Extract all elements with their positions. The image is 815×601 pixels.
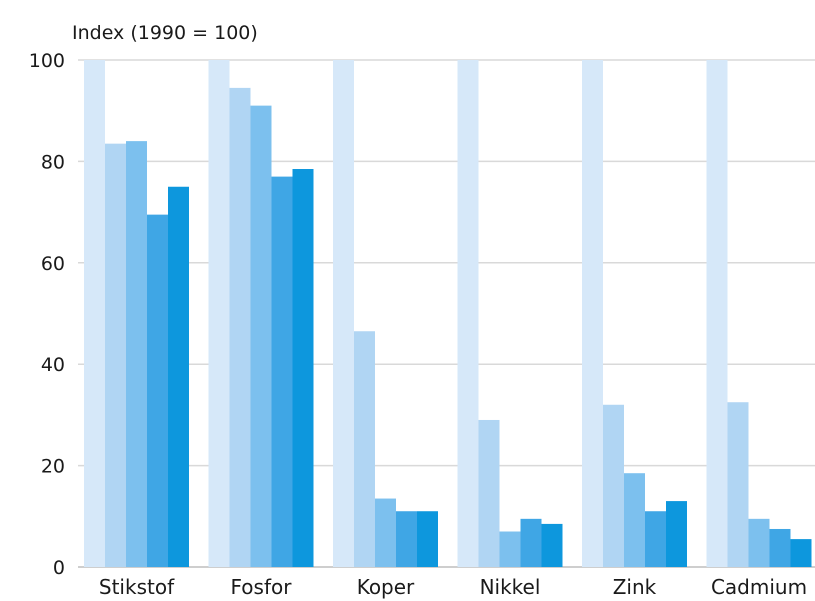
x-category-label: Fosfor bbox=[231, 575, 293, 599]
bar-nikkel-3 bbox=[499, 531, 521, 567]
bar-fosfor-3 bbox=[250, 105, 272, 567]
bar-stikstof-5 bbox=[168, 186, 189, 567]
x-axis-categories: Stikstof Fosfor Koper Nikkel Zink Cadmium bbox=[99, 575, 807, 599]
bar-cadmium-3 bbox=[748, 518, 770, 567]
y-axis-ticks: 0 20 40 60 80 100 bbox=[29, 50, 65, 579]
bar-nikkel-1 bbox=[457, 60, 479, 567]
bar-stikstof-3 bbox=[126, 141, 147, 567]
bar-fosfor-1 bbox=[208, 60, 230, 567]
bar-zink-2 bbox=[603, 404, 624, 567]
bar-cadmium-2 bbox=[727, 402, 749, 567]
x-category-label: Stikstof bbox=[99, 575, 175, 599]
bar-stikstof-4 bbox=[147, 214, 168, 567]
bar-koper-5 bbox=[417, 511, 438, 567]
y-tick-label: 80 bbox=[41, 151, 65, 173]
bar-cadmium-1 bbox=[706, 60, 728, 567]
bar-zink-4 bbox=[645, 511, 666, 567]
y-tick-label: 0 bbox=[53, 557, 65, 579]
bar-fosfor-4 bbox=[271, 176, 293, 568]
x-category-label: Zink bbox=[613, 575, 657, 599]
y-axis-label: Index (1990 = 100) bbox=[72, 22, 258, 44]
bar-zink-1 bbox=[582, 60, 603, 567]
bar-fosfor-2 bbox=[229, 87, 251, 567]
gridlines bbox=[78, 59, 815, 568]
bar-stikstof-2 bbox=[105, 143, 126, 567]
bar-cadmium-4 bbox=[769, 528, 791, 567]
bar-koper-3 bbox=[375, 498, 396, 567]
bar-koper-4 bbox=[396, 511, 417, 567]
bar-nikkel-2 bbox=[478, 419, 500, 567]
x-category-label: Koper bbox=[357, 575, 415, 599]
bar-koper-1 bbox=[333, 60, 354, 567]
bar-stikstof-1 bbox=[84, 60, 105, 567]
x-category-label: Nikkel bbox=[480, 575, 541, 599]
y-tick-label: 100 bbox=[29, 50, 65, 72]
bar-nikkel-5 bbox=[541, 523, 563, 567]
bar-koper-2 bbox=[354, 331, 375, 567]
bars bbox=[84, 60, 812, 568]
bar-nikkel-4 bbox=[520, 518, 542, 567]
y-tick-label: 60 bbox=[41, 253, 65, 275]
y-tick-label: 20 bbox=[41, 456, 65, 478]
x-category-label: Cadmium bbox=[711, 575, 807, 599]
bar-zink-3 bbox=[624, 473, 645, 567]
y-tick-label: 40 bbox=[41, 354, 65, 376]
bar-zink-5 bbox=[666, 501, 687, 567]
bar-fosfor-5 bbox=[292, 169, 314, 567]
bar-cadmium-5 bbox=[790, 539, 812, 567]
